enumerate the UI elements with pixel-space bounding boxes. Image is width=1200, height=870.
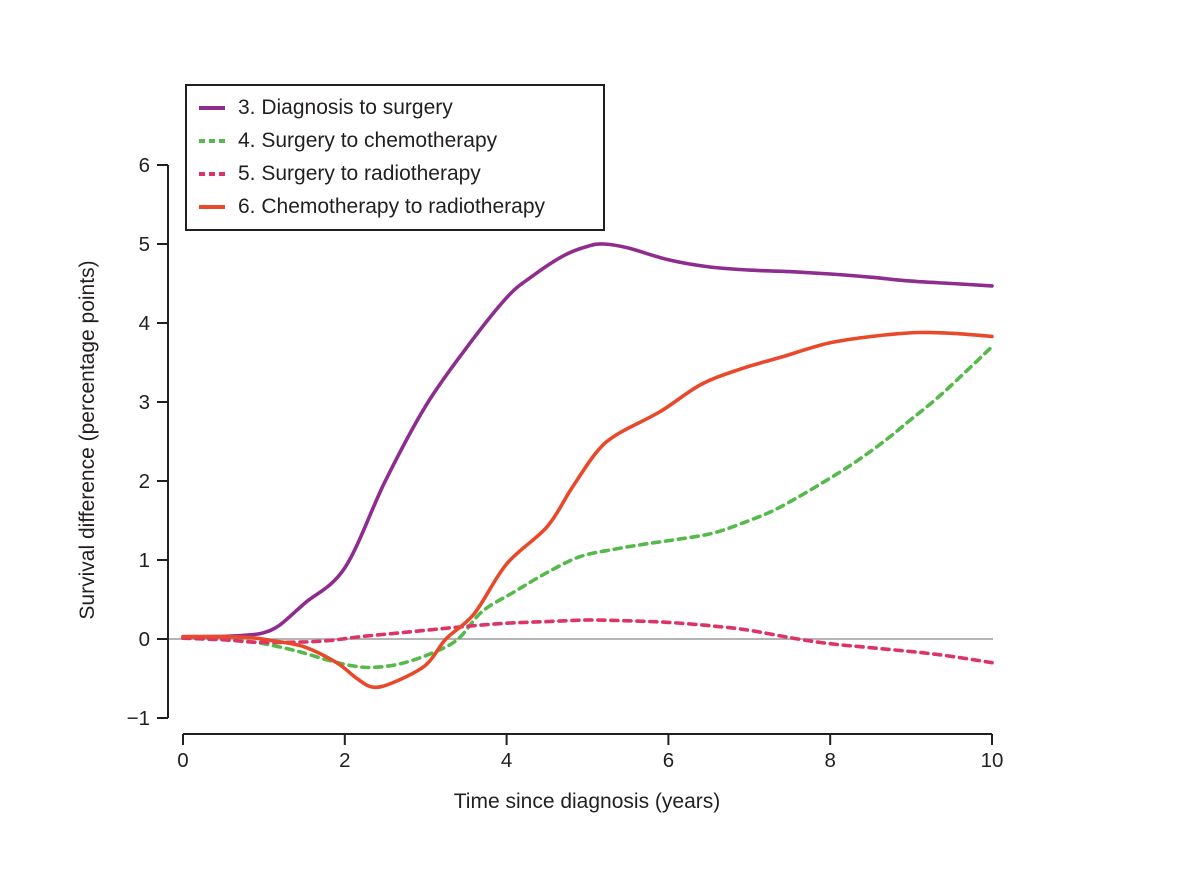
x-axis: 0 2 4 6 8 10 (177, 733, 1004, 772)
y-tick-label: −1 (127, 707, 150, 730)
series-chemotherapy-to-radiotherapy-line (181, 330, 994, 690)
legend-swatch-dashed-line-icon (199, 139, 225, 144)
legend-label: 4. Surgery to chemotherapy (238, 129, 498, 153)
x-tick-label: 8 (824, 749, 835, 772)
legend-label: 3. Diagnosis to surgery (238, 96, 453, 120)
legend-item: 5. Surgery to radiotherapy (199, 159, 603, 189)
legend: 3. Diagnosis to surgery 4. Surgery to ch… (185, 84, 605, 231)
y-tick-label: 6 (139, 154, 150, 177)
legend-swatch-solid-line-icon (199, 204, 225, 209)
legend-item: 6. Chemotherapy to radiotherapy (199, 192, 603, 222)
y-axis-title: Survival difference (percentage points) (76, 260, 99, 620)
y-tick-label: 3 (139, 391, 150, 414)
y-tick-label: 4 (139, 312, 150, 335)
legend-label: 6. Chemotherapy to radiotherapy (238, 194, 546, 218)
y-tick-label: 1 (139, 549, 150, 572)
y-tick-label: 2 (139, 470, 150, 493)
series-surgery-to-radiotherapy-line (181, 618, 994, 665)
x-tick-label: 0 (177, 749, 188, 772)
x-tick-label: 4 (501, 749, 512, 772)
legend-swatch-dashed-line-icon (199, 171, 225, 176)
x-axis-title: Time since diagnosis (years) (453, 790, 721, 813)
y-tick-label: 5 (139, 233, 150, 256)
legend-item: 3. Diagnosis to surgery (199, 93, 603, 123)
legend-label: 5. Surgery to radiotherapy (238, 161, 481, 185)
x-tick-label: 2 (339, 749, 350, 772)
x-tick-label: 10 (981, 749, 1004, 772)
x-tick-label: 6 (663, 749, 674, 772)
y-tick-label: 0 (139, 628, 150, 651)
series-surgery-to-chemotherapy-line (181, 344, 994, 670)
legend-item: 4. Surgery to chemotherapy (199, 126, 603, 156)
series-diagnosis-to-surgery-line (181, 242, 994, 639)
legend-swatch-solid-line-icon (199, 106, 225, 111)
y-axis: −1 0 1 2 3 4 5 6 (127, 154, 169, 730)
